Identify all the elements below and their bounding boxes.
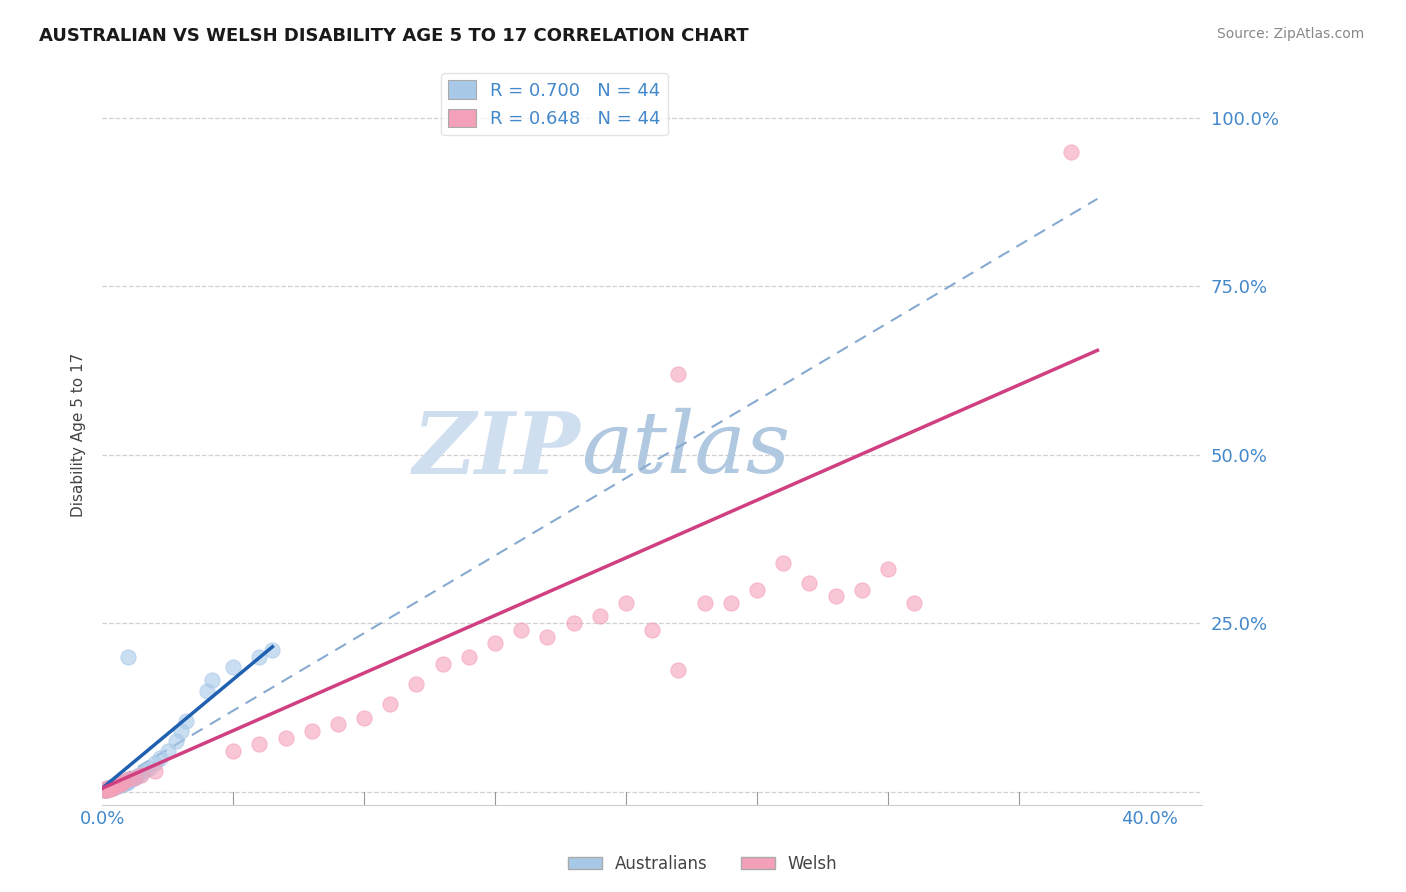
Point <box>114 776 136 790</box>
Point <box>98 781 121 796</box>
Point <box>824 589 846 603</box>
Text: atlas: atlas <box>581 408 790 491</box>
Point <box>510 623 533 637</box>
Point <box>96 782 118 797</box>
Point <box>98 781 121 796</box>
Point <box>432 657 454 671</box>
Point <box>122 771 145 785</box>
Point <box>851 582 873 597</box>
Point <box>799 575 821 590</box>
Point <box>641 623 664 637</box>
Point <box>170 723 193 738</box>
Point <box>201 673 224 688</box>
Point <box>117 773 139 788</box>
Point <box>96 782 118 797</box>
Point <box>138 761 160 775</box>
Y-axis label: Disability Age 5 to 17: Disability Age 5 to 17 <box>72 352 86 516</box>
Point <box>745 582 768 597</box>
Point <box>484 636 506 650</box>
Point <box>94 781 117 796</box>
Point <box>666 367 689 381</box>
Point <box>125 770 148 784</box>
Point <box>131 768 153 782</box>
Point <box>262 643 284 657</box>
Point <box>149 751 172 765</box>
Point <box>94 782 117 797</box>
Point <box>122 771 145 785</box>
Point <box>134 764 156 779</box>
Point <box>536 630 558 644</box>
Point <box>98 780 121 795</box>
Point <box>274 731 297 745</box>
Point <box>110 778 132 792</box>
Point <box>107 778 129 792</box>
Point <box>128 768 150 782</box>
Point <box>405 677 427 691</box>
Point <box>247 649 270 664</box>
Text: AUSTRALIAN VS WELSH DISABILITY AGE 5 TO 17 CORRELATION CHART: AUSTRALIAN VS WELSH DISABILITY AGE 5 TO … <box>39 27 749 45</box>
Point <box>98 781 121 796</box>
Point <box>877 562 900 576</box>
Point <box>110 776 132 790</box>
Point <box>222 744 245 758</box>
Point <box>174 714 197 728</box>
Point <box>589 609 612 624</box>
Point <box>301 723 323 738</box>
Point <box>98 780 121 795</box>
Point <box>114 774 136 789</box>
Point <box>94 783 117 797</box>
Point <box>326 717 349 731</box>
Point <box>110 776 132 790</box>
Point <box>117 774 139 789</box>
Point <box>143 764 166 779</box>
Point <box>104 780 127 794</box>
Point <box>94 782 117 797</box>
Point <box>562 616 585 631</box>
Point <box>104 779 127 793</box>
Point <box>94 783 117 797</box>
Point <box>156 744 179 758</box>
Point <box>117 772 139 787</box>
Point <box>96 781 118 796</box>
Point <box>101 780 124 795</box>
Point <box>614 596 637 610</box>
Point <box>98 780 121 794</box>
Point <box>104 779 127 793</box>
Point <box>772 556 794 570</box>
Point <box>101 780 124 795</box>
Point <box>195 683 218 698</box>
Text: ZIP: ZIP <box>413 408 581 491</box>
Point <box>94 782 117 797</box>
Point <box>104 779 127 793</box>
Point <box>693 596 716 610</box>
Point <box>247 738 270 752</box>
Point <box>112 774 135 789</box>
Point <box>222 660 245 674</box>
Point <box>457 649 479 664</box>
Text: Source: ZipAtlas.com: Source: ZipAtlas.com <box>1216 27 1364 41</box>
Legend: Australians, Welsh: Australians, Welsh <box>562 848 844 880</box>
Point <box>112 775 135 789</box>
Point <box>96 781 118 796</box>
Point <box>101 780 124 794</box>
Point <box>112 776 135 790</box>
Point <box>165 734 187 748</box>
Point <box>107 778 129 792</box>
Point <box>666 664 689 678</box>
Point <box>96 781 118 796</box>
Legend: R = 0.700   N = 44, R = 0.648   N = 44: R = 0.700 N = 44, R = 0.648 N = 44 <box>441 73 668 136</box>
Point <box>143 756 166 771</box>
Point <box>720 596 742 610</box>
Point <box>1060 145 1083 159</box>
Point <box>107 779 129 793</box>
Point <box>120 772 142 787</box>
Point <box>380 697 402 711</box>
Point <box>353 710 375 724</box>
Point <box>903 596 925 610</box>
Point <box>117 649 139 664</box>
